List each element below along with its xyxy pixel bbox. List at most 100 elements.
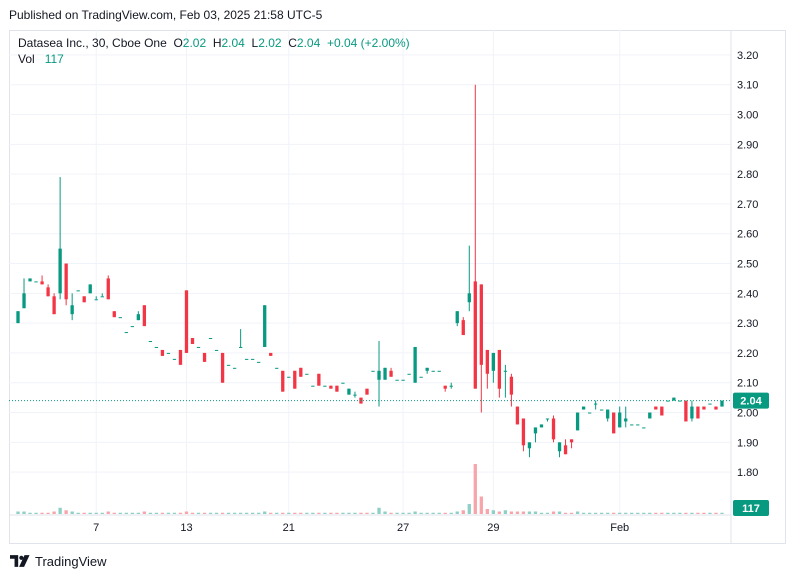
candle-body xyxy=(449,385,453,387)
price-tick-label: 2.00 xyxy=(737,408,758,420)
volume-bar xyxy=(533,511,538,514)
volume-bar xyxy=(196,512,201,514)
volume-bar xyxy=(142,511,147,514)
candle-body xyxy=(467,293,471,303)
candle-body xyxy=(130,326,134,328)
volume-bar xyxy=(383,511,387,514)
candle-body xyxy=(305,373,309,375)
tradingview-logo-icon xyxy=(10,555,30,567)
candle-body xyxy=(720,400,724,407)
price-tick-label: 2.10 xyxy=(737,378,758,390)
candle-body xyxy=(40,281,44,285)
price-axis[interactable]: 1.80 1.90 2.00 2.10 2.20 2.30 2.40 2.50 2.60 2.70… xyxy=(730,30,758,544)
volume-bar xyxy=(587,512,592,514)
volume-value: 117 xyxy=(44,52,64,66)
price-tick-label: 2.20 xyxy=(737,348,758,360)
volume-bar xyxy=(431,512,435,514)
volume-bar xyxy=(184,511,189,514)
candle-body xyxy=(323,385,327,387)
volume-bar xyxy=(425,512,429,514)
low-label: L xyxy=(251,36,259,50)
time-tick-label: 29 xyxy=(487,522,499,534)
candle-body xyxy=(299,367,303,377)
candle-body xyxy=(696,406,700,419)
volume-bar xyxy=(690,512,694,514)
volume-bar xyxy=(257,512,261,514)
candle-body xyxy=(624,418,628,422)
candle-body xyxy=(341,382,345,384)
volume-bar xyxy=(136,512,141,514)
candle-body xyxy=(648,412,652,419)
candle-body xyxy=(22,293,26,309)
price-tick-label: 1.90 xyxy=(737,437,758,449)
candle-body xyxy=(196,346,201,348)
candle-body xyxy=(377,370,381,380)
candle-body xyxy=(485,349,489,374)
price-tick-label: 2.50 xyxy=(737,259,758,271)
volume-bar xyxy=(263,511,267,514)
candle-body xyxy=(533,427,538,434)
last-price-label: 2.04 xyxy=(740,396,762,408)
candle-body xyxy=(371,370,375,372)
candle-body xyxy=(521,418,526,446)
candle-body xyxy=(208,338,213,340)
candle-body xyxy=(473,281,477,389)
candle-body xyxy=(160,349,165,356)
time-axis[interactable]: 7 13 21 27 29 Feb xyxy=(9,514,731,534)
volume-bar xyxy=(281,512,285,514)
volume-bar xyxy=(371,512,375,514)
tradingview-footer[interactable]: TradingView xyxy=(10,552,107,570)
candle-body xyxy=(618,412,622,428)
close-label: C xyxy=(288,36,297,50)
candle-body xyxy=(16,311,20,324)
candle-body xyxy=(401,379,405,381)
volume-bar xyxy=(557,511,562,514)
candle-body xyxy=(172,358,177,360)
volume-bar xyxy=(214,512,219,514)
volume-bars xyxy=(16,464,724,514)
candle-body xyxy=(479,284,483,365)
candle-body xyxy=(581,406,586,410)
price-tick-label: 2.80 xyxy=(737,169,758,181)
volume-bar xyxy=(503,510,508,514)
candle-body xyxy=(70,305,74,315)
candle-body xyxy=(461,320,465,336)
candle-body xyxy=(281,370,285,392)
candle-body xyxy=(395,379,399,381)
volume-bar xyxy=(443,512,447,514)
volume-bar xyxy=(401,512,405,514)
candle-body xyxy=(148,341,153,342)
volume-bar xyxy=(251,512,255,514)
chart-legend: Datasea Inc., 30, Cboe One O2.02 H2.04 L… xyxy=(18,35,410,67)
candle-body xyxy=(575,412,580,431)
volume-bar xyxy=(545,512,550,514)
volume-bar xyxy=(226,512,231,514)
candle-body xyxy=(702,406,706,410)
volume-bar xyxy=(467,504,471,514)
candle-body xyxy=(353,394,357,396)
volume-bar xyxy=(359,512,363,514)
volume-bar xyxy=(148,512,153,514)
volume-bar xyxy=(419,512,423,514)
candlestick-chart[interactable]: 2.04 117 1.80 1.90 2.00 2.10 2.20 2.30 2.40 2.50… xyxy=(9,30,786,544)
candle-body xyxy=(244,358,249,360)
volume-bar xyxy=(660,512,664,514)
candle-body xyxy=(557,442,562,452)
volume-bar xyxy=(527,511,532,514)
close-value: 2.04 xyxy=(296,36,321,50)
volume-bar xyxy=(28,512,32,514)
volume-bar xyxy=(118,512,122,514)
candle-body xyxy=(287,376,291,378)
open-value: 2.02 xyxy=(182,36,207,50)
volume-bar xyxy=(630,512,634,514)
candle-body xyxy=(238,346,243,348)
volume-bar xyxy=(293,512,297,514)
volume-bar xyxy=(160,512,165,514)
volume-bar xyxy=(473,464,477,514)
volume-bar xyxy=(575,511,580,514)
time-tick-label: 21 xyxy=(283,522,295,534)
volume-bar xyxy=(389,512,393,514)
volume-bar xyxy=(377,507,381,514)
price-tick-label: 3.10 xyxy=(737,80,758,92)
candle-body xyxy=(587,412,592,414)
